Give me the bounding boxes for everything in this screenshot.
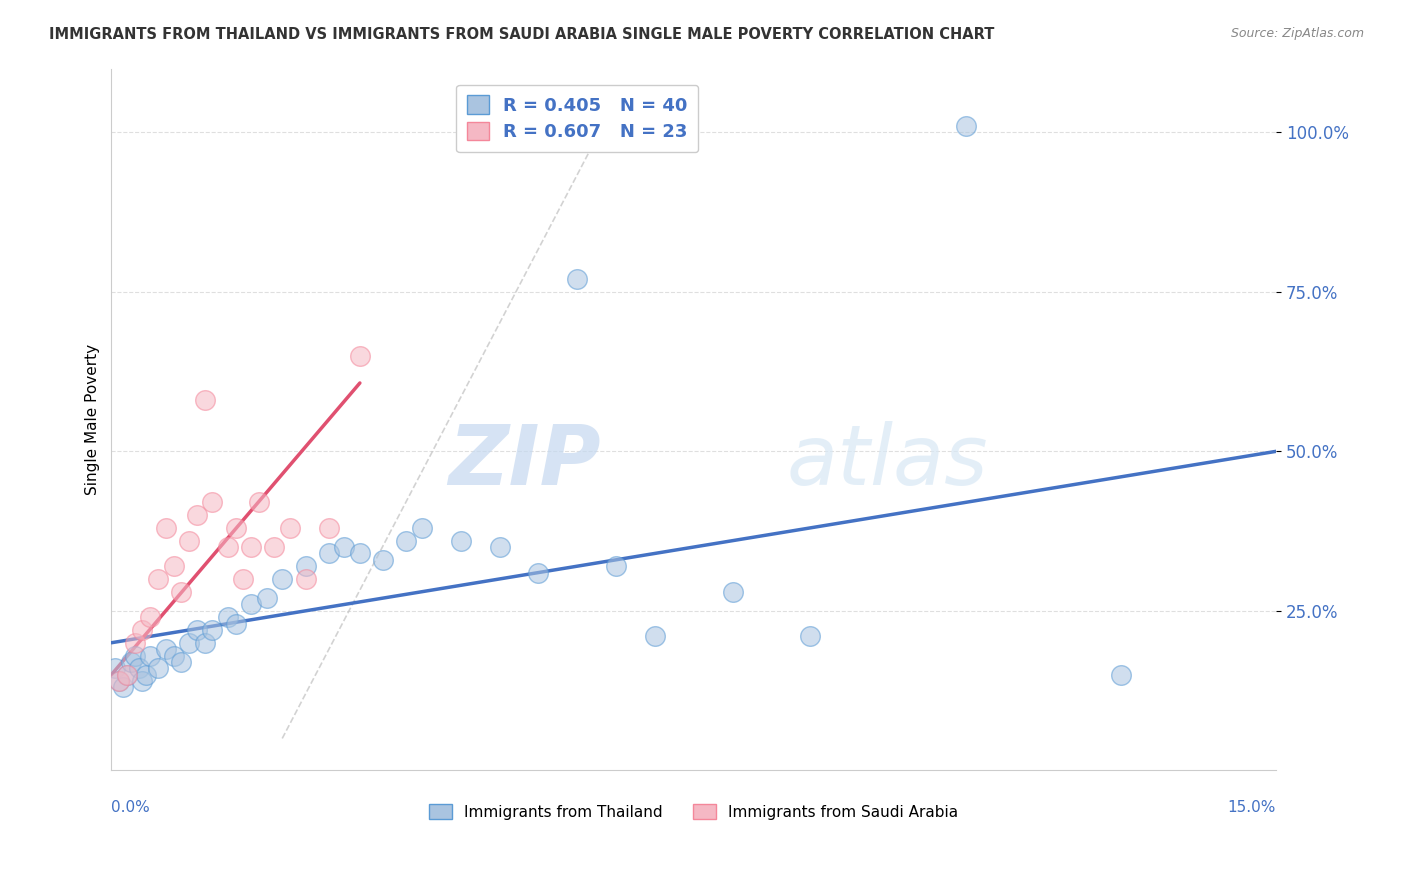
Point bbox=[146, 661, 169, 675]
Point bbox=[170, 584, 193, 599]
Point bbox=[177, 533, 200, 548]
Point bbox=[488, 540, 510, 554]
Point bbox=[318, 521, 340, 535]
Point bbox=[170, 655, 193, 669]
Text: ZIP: ZIP bbox=[449, 421, 600, 502]
Point bbox=[721, 584, 744, 599]
Point bbox=[395, 533, 418, 548]
Point bbox=[644, 629, 666, 643]
Point bbox=[217, 540, 239, 554]
Point bbox=[527, 566, 550, 580]
Text: 0.0%: 0.0% bbox=[111, 800, 150, 815]
Point bbox=[1109, 667, 1132, 681]
Point bbox=[605, 559, 627, 574]
Point bbox=[155, 521, 177, 535]
Legend: R = 0.405   N = 40, R = 0.607   N = 23: R = 0.405 N = 40, R = 0.607 N = 23 bbox=[456, 85, 699, 153]
Point bbox=[115, 667, 138, 681]
Point bbox=[104, 661, 127, 675]
Point bbox=[217, 610, 239, 624]
Point bbox=[225, 521, 247, 535]
Point bbox=[135, 667, 157, 681]
Point bbox=[194, 636, 217, 650]
Text: 15.0%: 15.0% bbox=[1227, 800, 1277, 815]
Point bbox=[186, 508, 208, 523]
Y-axis label: Single Male Poverty: Single Male Poverty bbox=[86, 344, 100, 495]
Point bbox=[131, 623, 153, 637]
Point bbox=[373, 553, 395, 567]
Point bbox=[139, 610, 162, 624]
Point bbox=[186, 623, 208, 637]
Point bbox=[278, 521, 301, 535]
Point bbox=[318, 546, 340, 560]
Text: Source: ZipAtlas.com: Source: ZipAtlas.com bbox=[1230, 27, 1364, 40]
Point bbox=[294, 572, 316, 586]
Point bbox=[450, 533, 472, 548]
Point bbox=[349, 546, 371, 560]
Point bbox=[567, 272, 589, 286]
Point bbox=[194, 393, 217, 408]
Point bbox=[112, 681, 135, 695]
Point bbox=[247, 495, 270, 509]
Point bbox=[131, 673, 153, 688]
Point bbox=[124, 648, 146, 663]
Point bbox=[162, 648, 184, 663]
Point bbox=[139, 648, 162, 663]
Point bbox=[108, 673, 131, 688]
Point bbox=[349, 349, 371, 363]
Point bbox=[955, 119, 977, 133]
Point bbox=[128, 661, 150, 675]
Point bbox=[115, 667, 138, 681]
Point bbox=[411, 521, 433, 535]
Point bbox=[271, 572, 294, 586]
Point bbox=[256, 591, 278, 605]
Point bbox=[263, 540, 285, 554]
Point bbox=[201, 495, 224, 509]
Text: atlas: atlas bbox=[787, 421, 988, 502]
Point bbox=[294, 559, 316, 574]
Point bbox=[155, 642, 177, 657]
Point bbox=[799, 629, 821, 643]
Point bbox=[162, 559, 184, 574]
Point bbox=[108, 673, 131, 688]
Text: IMMIGRANTS FROM THAILAND VS IMMIGRANTS FROM SAUDI ARABIA SINGLE MALE POVERTY COR: IMMIGRANTS FROM THAILAND VS IMMIGRANTS F… bbox=[49, 27, 994, 42]
Point bbox=[333, 540, 356, 554]
Point bbox=[240, 598, 263, 612]
Point bbox=[124, 636, 146, 650]
Point bbox=[146, 572, 169, 586]
Point bbox=[240, 540, 263, 554]
Point bbox=[225, 616, 247, 631]
Point bbox=[201, 623, 224, 637]
Point bbox=[232, 572, 254, 586]
Point bbox=[120, 655, 142, 669]
Point bbox=[177, 636, 200, 650]
